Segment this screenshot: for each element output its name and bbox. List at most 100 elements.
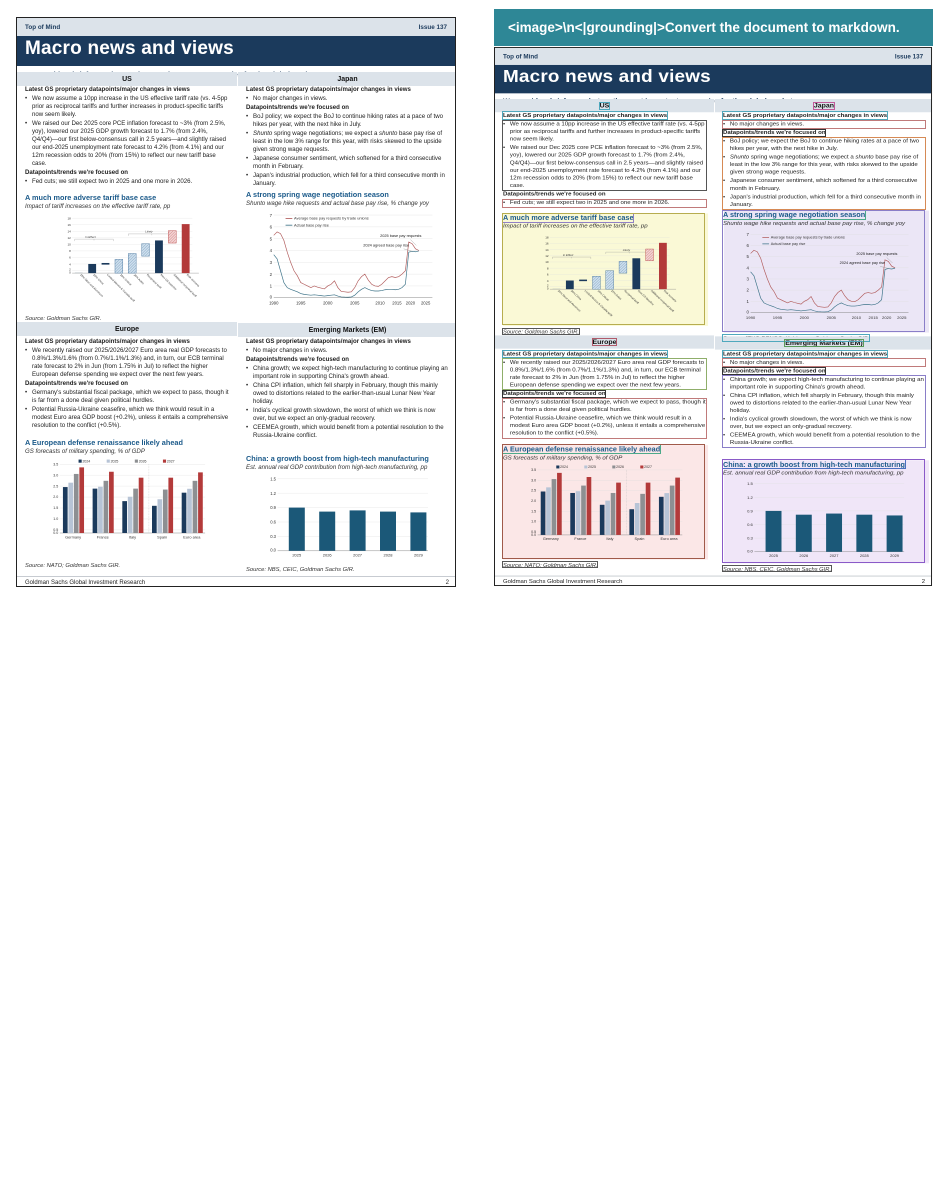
svg-text:2026: 2026 <box>139 459 147 463</box>
svg-text:Spain: Spain <box>635 537 645 541</box>
svg-text:2024 agreed base pay rise: 2024 agreed base pay rise <box>840 261 886 265</box>
svg-text:0: 0 <box>270 294 273 299</box>
svg-text:3.5: 3.5 <box>531 468 536 472</box>
svg-text:2025: 2025 <box>769 553 778 558</box>
svg-text:0.0: 0.0 <box>747 548 754 553</box>
svg-text:25% Steel and Aluminum: 25% Steel and Aluminum <box>557 289 582 313</box>
svg-text:France: France <box>97 534 109 539</box>
svg-text:2029: 2029 <box>414 552 424 557</box>
svg-text:2027: 2027 <box>353 552 363 557</box>
svg-text:2025: 2025 <box>588 465 596 469</box>
svg-text:3: 3 <box>746 276 749 281</box>
svg-text:5: 5 <box>270 236 273 241</box>
svg-text:2027: 2027 <box>830 553 839 558</box>
svg-text:2: 2 <box>746 288 749 293</box>
svg-text:2015: 2015 <box>392 300 402 305</box>
svg-text:2024: 2024 <box>82 459 90 463</box>
svg-text:6: 6 <box>547 272 549 276</box>
svg-text:18: 18 <box>545 235 549 239</box>
svg-text:2025: 2025 <box>421 300 431 305</box>
svg-text:2020: 2020 <box>882 315 892 320</box>
svg-text:12: 12 <box>545 254 549 258</box>
svg-text:12: 12 <box>67 236 71 240</box>
svg-text:0.3: 0.3 <box>270 534 276 539</box>
svg-text:8: 8 <box>547 266 549 270</box>
svg-text:2026: 2026 <box>799 553 808 558</box>
svg-text:18: 18 <box>67 216 71 220</box>
svg-text:Additional reciprocal tariff: Additional reciprocal tariff <box>650 289 675 313</box>
svg-text:2000: 2000 <box>323 300 333 305</box>
svg-text:Risk scenario: Risk scenario <box>663 289 678 303</box>
svg-text:Average base pay requests by t: Average base pay requests by trade union… <box>771 235 845 239</box>
svg-text:2028: 2028 <box>384 552 394 557</box>
svg-text:2026: 2026 <box>323 552 333 557</box>
svg-text:0: 0 <box>547 286 549 290</box>
svg-text:0.0: 0.0 <box>531 533 536 537</box>
svg-text:4: 4 <box>69 262 71 266</box>
svg-text:Italy: Italy <box>129 534 136 539</box>
svg-text:3.0: 3.0 <box>53 473 58 477</box>
svg-text:Likely: Likely <box>145 229 153 233</box>
svg-text:0: 0 <box>69 270 71 274</box>
svg-text:14: 14 <box>545 248 549 252</box>
svg-text:10: 10 <box>545 260 549 264</box>
svg-text:2: 2 <box>270 271 273 276</box>
svg-text:20% China: 20% China <box>92 273 105 286</box>
svg-text:2000: 2000 <box>800 315 810 320</box>
svg-text:25% Steel and Aluminum: 25% Steel and Aluminum <box>79 273 104 298</box>
svg-text:Likely: Likely <box>623 248 631 252</box>
svg-text:2010: 2010 <box>852 315 862 320</box>
svg-text:0: 0 <box>746 309 749 314</box>
svg-text:2024: 2024 <box>560 465 568 469</box>
svg-text:Germany: Germany <box>543 537 559 541</box>
svg-text:6: 6 <box>746 243 749 248</box>
svg-text:2026: 2026 <box>616 465 624 469</box>
svg-text:3.5: 3.5 <box>53 462 58 466</box>
svg-text:2025: 2025 <box>292 552 302 557</box>
svg-text:8: 8 <box>69 249 71 253</box>
svg-text:In Effect: In Effect <box>85 234 96 238</box>
svg-text:16: 16 <box>545 241 549 245</box>
svg-text:1.2: 1.2 <box>747 495 754 500</box>
svg-text:1990: 1990 <box>746 315 756 320</box>
svg-text:1.5: 1.5 <box>53 506 58 510</box>
svg-text:0.9: 0.9 <box>747 508 754 513</box>
svg-text:Actual base pay rise: Actual base pay rise <box>294 222 329 227</box>
svg-text:2025: 2025 <box>111 459 119 463</box>
svg-text:2005: 2005 <box>350 300 360 305</box>
svg-text:25% Autos: 25% Autos <box>133 273 146 286</box>
svg-text:Average base pay requests by t: Average base pay requests by trade union… <box>294 215 369 220</box>
svg-text:2025 base pay requests: 2025 base pay requests <box>856 252 897 256</box>
svg-text:1.2: 1.2 <box>270 490 276 495</box>
svg-text:0.9: 0.9 <box>270 505 276 510</box>
svg-text:1.5: 1.5 <box>270 476 276 481</box>
svg-text:7: 7 <box>746 232 749 237</box>
svg-text:3.0: 3.0 <box>531 478 536 482</box>
svg-text:2005: 2005 <box>827 315 837 320</box>
svg-text:2027: 2027 <box>167 459 175 463</box>
svg-text:0.0: 0.0 <box>270 547 276 552</box>
svg-text:7: 7 <box>270 212 273 217</box>
svg-text:16: 16 <box>67 223 71 227</box>
svg-text:2.5: 2.5 <box>531 488 536 492</box>
svg-text:France: France <box>574 537 586 541</box>
svg-text:1.5: 1.5 <box>531 509 536 513</box>
svg-text:5: 5 <box>746 254 749 259</box>
svg-text:2028: 2028 <box>860 553 869 558</box>
svg-text:4: 4 <box>746 265 749 270</box>
svg-text:0.6: 0.6 <box>270 519 276 524</box>
svg-text:10% Critical: 10% Critical <box>597 289 611 302</box>
svg-text:1.0: 1.0 <box>53 517 58 521</box>
svg-text:1.0: 1.0 <box>531 519 536 523</box>
svg-text:4: 4 <box>270 248 273 253</box>
svg-text:In Effect: In Effect <box>563 253 574 257</box>
svg-text:2027: 2027 <box>644 465 652 469</box>
svg-text:3: 3 <box>270 260 273 265</box>
svg-text:Euro area: Euro area <box>661 537 679 541</box>
svg-text:Additional reciprocal tariff: Additional reciprocal tariff <box>173 273 198 298</box>
svg-text:4: 4 <box>547 279 549 283</box>
svg-text:Italy: Italy <box>606 537 613 541</box>
svg-text:2020: 2020 <box>406 300 416 305</box>
svg-text:Euro area: Euro area <box>183 534 201 539</box>
svg-text:2.0: 2.0 <box>53 495 58 499</box>
